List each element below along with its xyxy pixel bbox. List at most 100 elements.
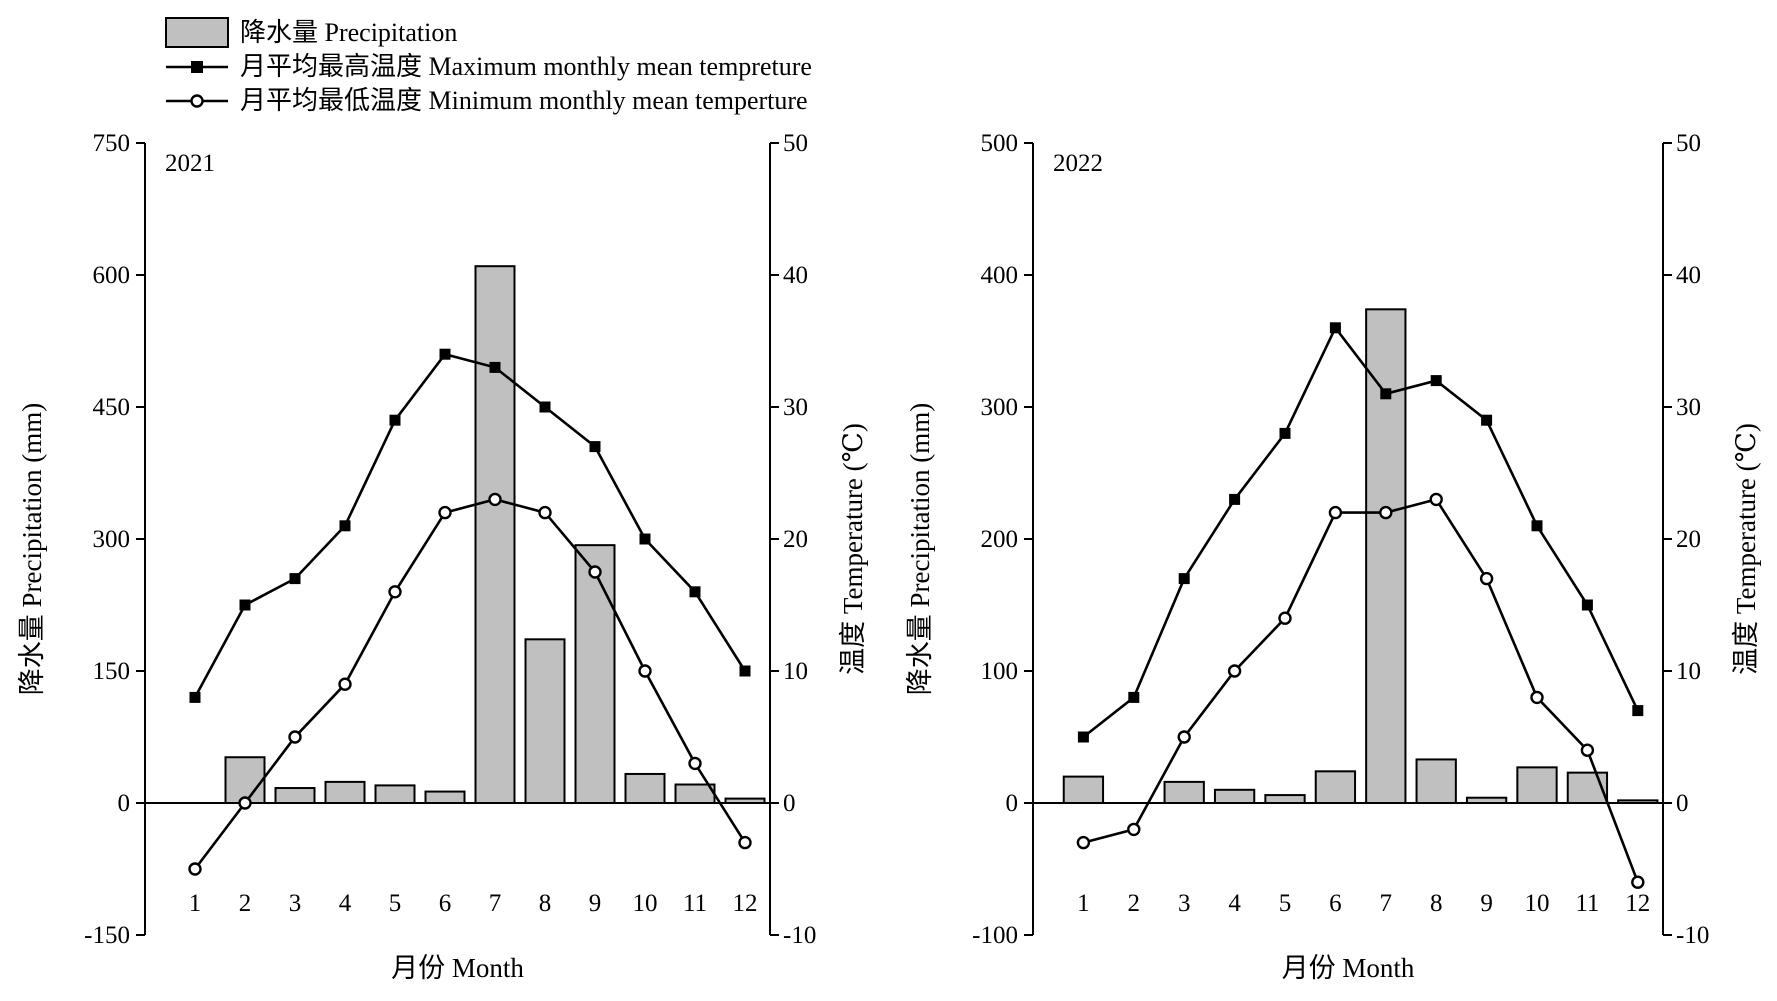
precip-bar [1365,308,1407,804]
tmax-point [589,441,601,453]
left-tick-label: 750 [93,130,131,157]
x-axis-title: 月份 Month [1282,953,1415,983]
tmax-line [1082,325,1639,739]
month-tick-label: 7 [489,890,502,917]
month-tick-label: 10 [1525,890,1550,917]
right-tick-label: -10 [783,922,816,949]
month-tick-label: 11 [1575,890,1599,917]
legend-tmax-marker [191,61,203,73]
tmax-point [189,691,201,703]
tmin-point [1076,835,1091,850]
tmax-point [489,361,501,373]
tmax-point [289,573,301,585]
left-tick-label: 450 [93,394,131,421]
left-tick-label: 150 [93,658,131,685]
tmax-point [1077,731,1089,743]
precip-bar [1213,788,1256,804]
tmax-point [739,665,751,677]
tmin-point [638,664,652,678]
precip-bar [1516,766,1558,804]
tmax-point [1380,388,1392,400]
precip-bar [1264,794,1306,805]
right-axis-title: 温度 Temperature (℃) [1731,423,1761,675]
tmax-point [239,599,251,611]
left-tick-label: 0 [118,790,131,817]
tmin-point [1328,505,1343,520]
legend: 降水量 Precipitation 月平均最高温度 Maximum monthl… [165,17,812,115]
tmin-point [188,862,202,876]
left-tick-label: 500 [981,130,1019,157]
right-tick-label: 20 [783,526,808,553]
left-tick-label: 300 [981,394,1019,421]
tmax-point [1178,573,1190,585]
tmax-point [539,401,551,413]
tmin-point [1379,505,1393,520]
tmin-point [1530,690,1544,705]
tmin-point [1429,492,1443,507]
tmin-point [488,492,502,507]
precip-bar [1566,771,1609,805]
right-tick-label: 0 [1676,790,1689,817]
tmax-point [1279,427,1291,439]
month-tick-label: 6 [439,890,452,917]
x-axis-title: 月份 Month [391,953,524,983]
month-tick-label: 9 [1480,890,1493,917]
left-tick-label: 600 [93,262,131,289]
legend-tmin-label: 月平均最低温度 Minimum monthly mean temperture [240,86,808,115]
tmin-point [1227,664,1242,678]
tmax-point [339,520,351,532]
tmin-point [688,756,702,771]
month-tick-label: 4 [1228,890,1241,917]
tmax-point [389,414,401,426]
month-tick-label: 8 [1430,890,1443,917]
tmin-point [338,677,352,691]
left-tick-label: -100 [972,922,1018,949]
tmax-point [439,348,451,360]
right-tick-label: 10 [783,658,808,685]
tmin-point [1479,571,1494,586]
tmax-point [1128,691,1140,703]
month-tick-label: 6 [1329,890,1342,917]
tmax-point [1581,599,1593,611]
right-tick-label: -10 [1676,922,1709,949]
tmax-line [193,352,747,699]
tmin-point [538,505,552,520]
left-axis-title: 降水量 Precipitation (mm) [17,403,47,695]
month-tick-label: 5 [1279,890,1292,917]
tmin-point [388,585,402,599]
left-tick-label: 200 [981,526,1019,553]
month-tick-label: 9 [589,890,602,917]
tmax-point [639,533,651,545]
panel-year-label: 2021 [165,150,215,177]
precip-bar [324,780,366,805]
tmax-point [1632,705,1644,717]
tmin-point [288,730,302,744]
month-tick-label: 11 [683,890,707,917]
tmin-point [1631,875,1645,889]
right-tick-label: 30 [1676,394,1701,421]
right-tick-label: 40 [1676,262,1701,289]
precip-bar [1465,796,1508,804]
tmax-point [1430,375,1442,387]
precip-bar [724,797,766,804]
legend-precip-label: 降水量 Precipitation [240,18,457,47]
month-tick-label: 3 [289,890,302,917]
legend-tmax-label: 月平均最高温度 Maximum monthly mean tempreture [240,52,812,81]
legend-tmin-marker [190,94,204,108]
tmax-point [1229,493,1241,505]
tmin-point [238,796,252,810]
tmin-point [1278,611,1292,625]
left-tick-label: 0 [1006,790,1019,817]
precip-bar [1617,799,1659,804]
left-tick-label: 100 [981,658,1019,685]
tmin-line [1083,497,1640,883]
tmax-point [1329,322,1341,334]
precip-bar [374,784,416,805]
month-tick-label: 4 [339,890,352,917]
precip-bar [424,790,466,804]
tmax-point [689,586,701,598]
tmin-point [1127,822,1141,837]
month-tick-label: 5 [389,890,402,917]
right-tick-label: 40 [783,262,808,289]
